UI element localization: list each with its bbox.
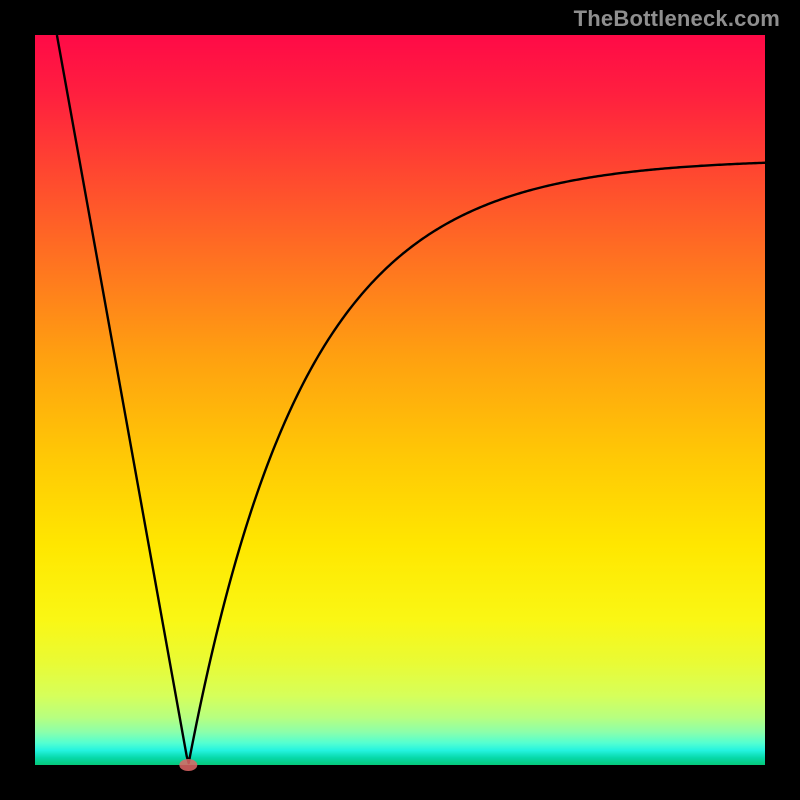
watermark-text: TheBottleneck.com	[574, 6, 780, 32]
plot-area	[35, 35, 765, 765]
chart-outer: { "watermark": { "text": "TheBottleneck.…	[0, 0, 800, 800]
min-point-marker	[179, 759, 197, 771]
bottleneck-chart	[0, 0, 800, 800]
